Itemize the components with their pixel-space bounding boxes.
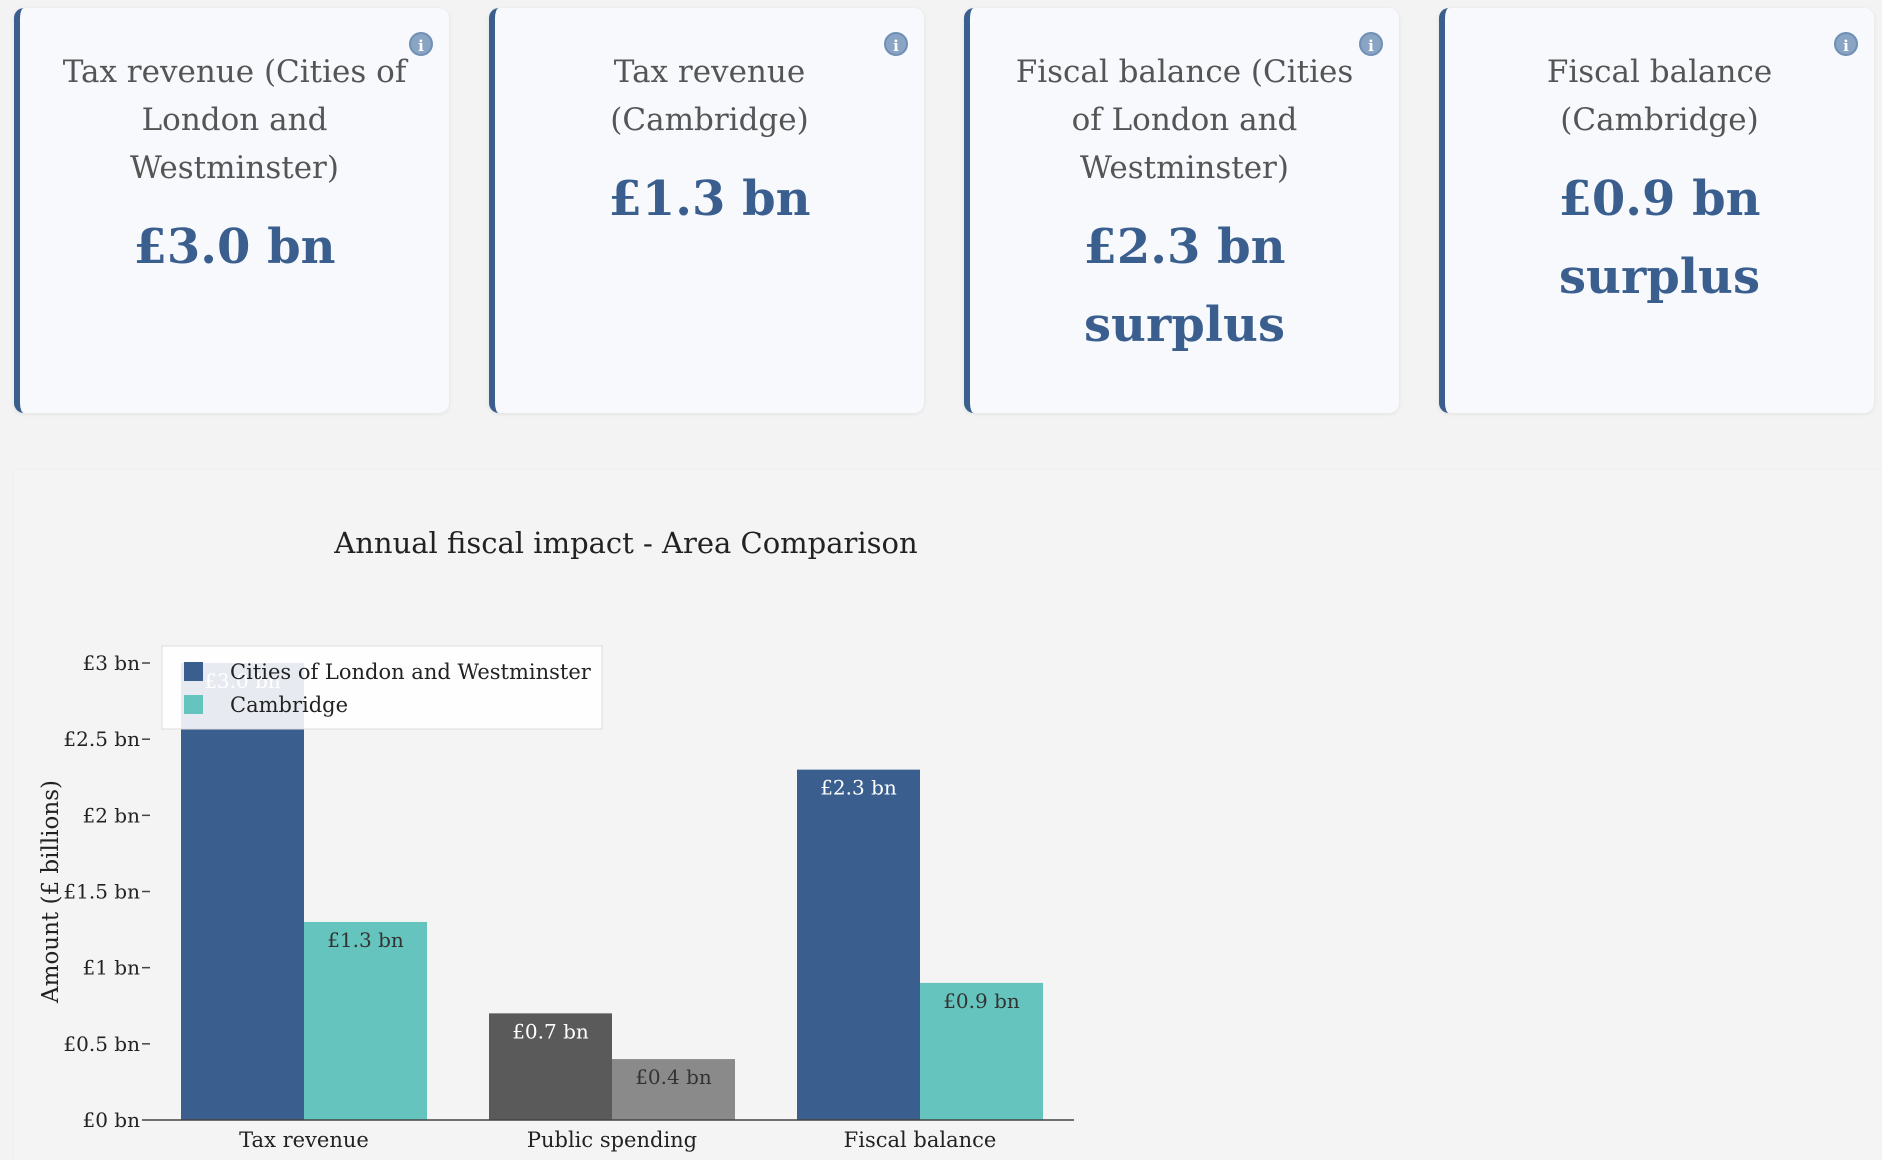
kpi-card-tax-revenue-cambridge: i Tax revenue (Cambridge) £1.3 bn (489, 8, 924, 413)
y-tick-label: £1.5 bn (63, 880, 140, 904)
y-tick-label: £0 bn (83, 1108, 141, 1132)
y-tick-label: £3 bn (83, 651, 141, 675)
data-label: £0.9 bn (943, 989, 1020, 1013)
kpi-card-fiscal-balance-london: i Fiscal balance (Cities of London and W… (964, 8, 1399, 413)
bar (181, 663, 304, 1120)
info-icon[interactable]: i (409, 32, 433, 56)
kpi-label: Tax revenue (Cities of London and Westmi… (62, 54, 407, 186)
x-tick-label: Public spending (527, 1128, 697, 1152)
x-tick-label: Fiscal balance (844, 1128, 997, 1152)
kpi-label: Fiscal balance (Cities of London and Wes… (1015, 54, 1354, 186)
info-icon[interactable]: i (1359, 32, 1383, 56)
legend-box (161, 645, 603, 730)
data-label: £0.7 bn (512, 1019, 589, 1043)
y-tick-label: £1 bn (83, 956, 141, 980)
y-axis-label: Amount (£ billions) (38, 780, 64, 1004)
data-label: £1.3 bn (327, 928, 404, 952)
kpi-value: £0.9 bn surplus (1558, 171, 1761, 305)
kpi-label: Tax revenue (Cambridge) (610, 54, 809, 138)
kpi-value: £2.3 bn surplus (1083, 219, 1286, 353)
y-tick-label: £2 bn (83, 803, 141, 827)
bar (489, 1013, 612, 1120)
data-label: £2.3 bn (820, 776, 897, 800)
x-tick-label: Tax revenue (239, 1128, 369, 1152)
legend-label: Cities of London and Westminster (230, 660, 592, 684)
legend-swatch (184, 662, 203, 681)
kpi-label: Fiscal balance (Cambridge) (1546, 54, 1773, 138)
y-tick-label: £0.5 bn (63, 1032, 140, 1056)
kpi-value: £1.3 bn (608, 171, 811, 227)
legend-label: Cambridge (230, 693, 348, 717)
y-tick-label: £2.5 bn (63, 727, 140, 751)
legend-swatch (184, 695, 203, 714)
kpi-value: £3.0 bn (133, 219, 336, 275)
kpi-card-tax-revenue-london: i Tax revenue (Cities of London and West… (14, 8, 449, 413)
data-label: £0.4 bn (635, 1065, 712, 1089)
bar (920, 982, 1043, 1120)
bar (797, 769, 920, 1120)
info-icon[interactable]: i (1834, 32, 1858, 56)
bar (304, 921, 427, 1120)
kpi-card-fiscal-balance-cambridge: i Fiscal balance (Cambridge) £0.9 bn sur… (1439, 8, 1874, 413)
bar (612, 1059, 735, 1120)
chart-panel: Annual fiscal impact - Area Comparison £… (14, 470, 1882, 1160)
chart-title: Annual fiscal impact - Area Comparison (334, 526, 918, 560)
info-icon[interactable]: i (884, 32, 908, 56)
